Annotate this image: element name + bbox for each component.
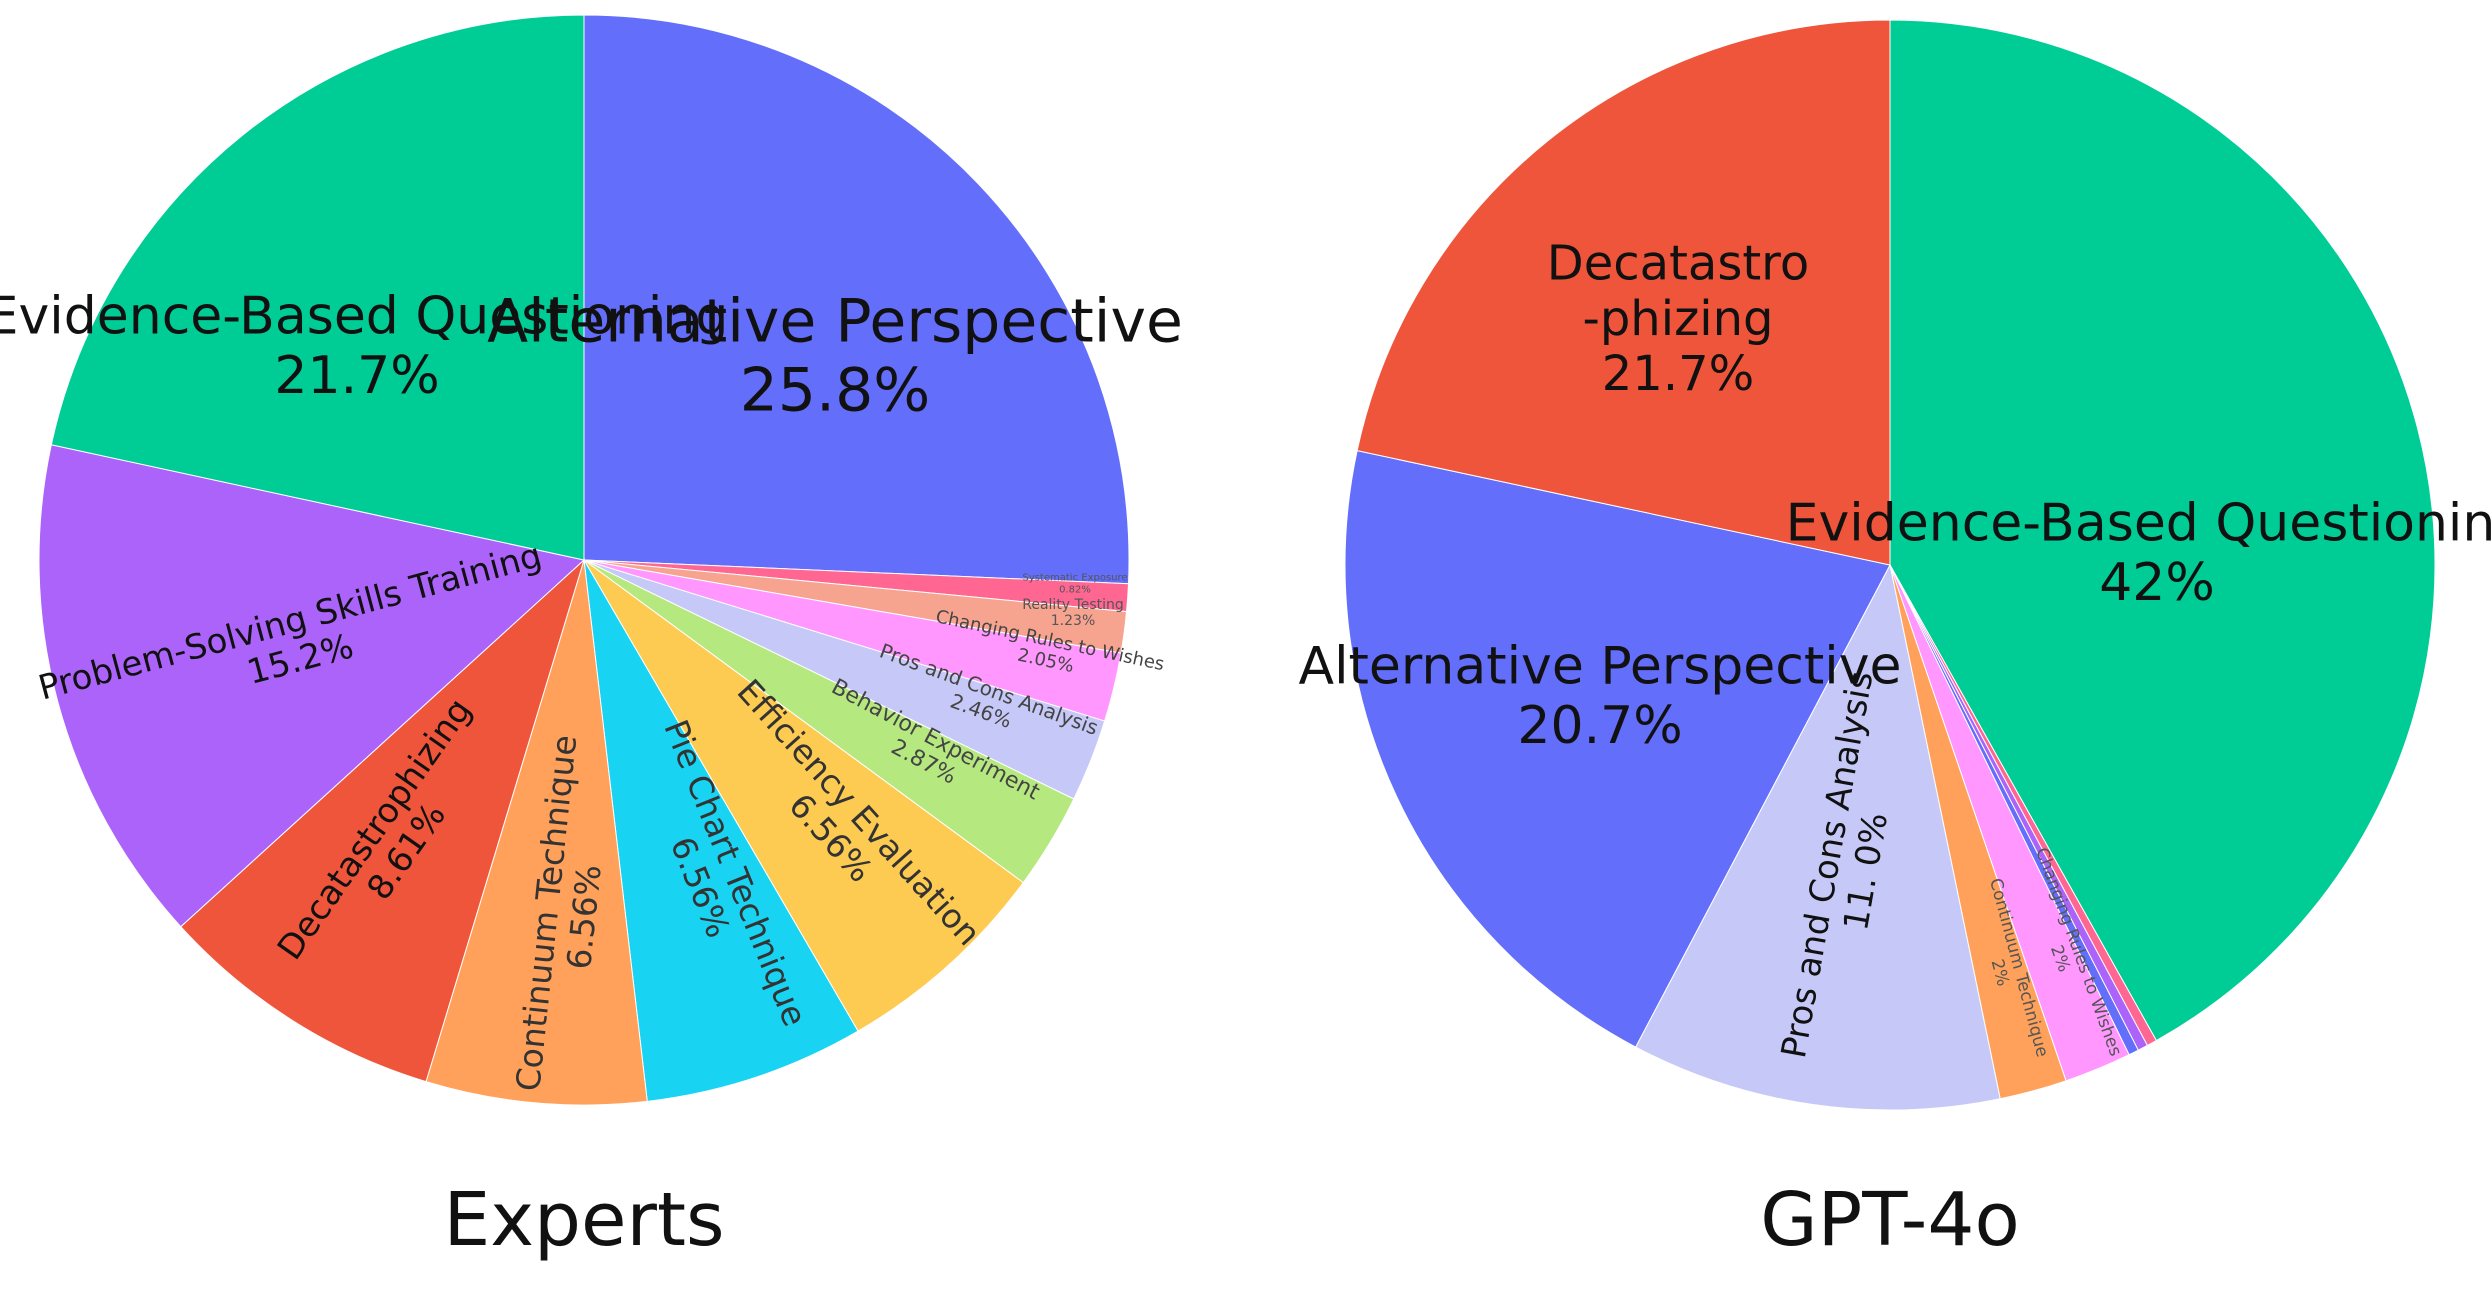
slice-label-decatastro-phizing-8: Decatastro -phizing 21.7%: [1547, 236, 1809, 402]
pie-slice-evidence-based-questioning-0: [1889, 19, 2436, 1042]
pie-slice-decatastro-phizing-8: [1356, 19, 1891, 566]
pie-slice-evidence-based-questioning-11: [50, 14, 585, 561]
slice-label-systematic-exposure-1: Systematic Exposure 0.82%: [1022, 573, 1127, 596]
experts-chart-title: Experts: [443, 1177, 724, 1263]
pie-slice-problem-solving-skills-training-10: [38, 444, 586, 928]
slice-label-evidence-based-questioning-0: Evidence-Based Questioning 42%: [1786, 493, 2492, 613]
pie-slice-pie-chart-technique-7: [583, 559, 859, 1102]
pie-slice-alternative-perspective-0: [583, 14, 1130, 585]
slice-label-alternative-perspective-7: Alternative Perspective 20.7%: [1299, 636, 1902, 756]
slice-label-evidence-based-questioning-11: Evidence-Based Questioning 21.7%: [0, 286, 728, 406]
pie-slice-efficiency-evaluation-6: [583, 559, 1024, 1032]
pie-slice-continuum-technique-8: [425, 559, 648, 1106]
gpt4o-pie-chart: Evidence-Based Questioning 42%Changing Ru…: [1299, 19, 2492, 1111]
slice-label-reality-testing-2: Reality Testing 1.23%: [1022, 597, 1124, 629]
pie-slice-decatastrophizing-9: [180, 558, 586, 1083]
slice-label-alternative-perspective-0: Alternative Perspective 25.8%: [487, 287, 1183, 426]
pie-slice-pros-and-cons-analysis-6: [1635, 563, 2001, 1111]
experts-pie-chart: Alternative Perspective 25.8% Systematic E…: [0, 14, 1183, 1106]
gpt4o-chart-title: GPT-4o: [1760, 1177, 2019, 1263]
pie-slice-alternative-perspective-7: [1344, 450, 1891, 1048]
